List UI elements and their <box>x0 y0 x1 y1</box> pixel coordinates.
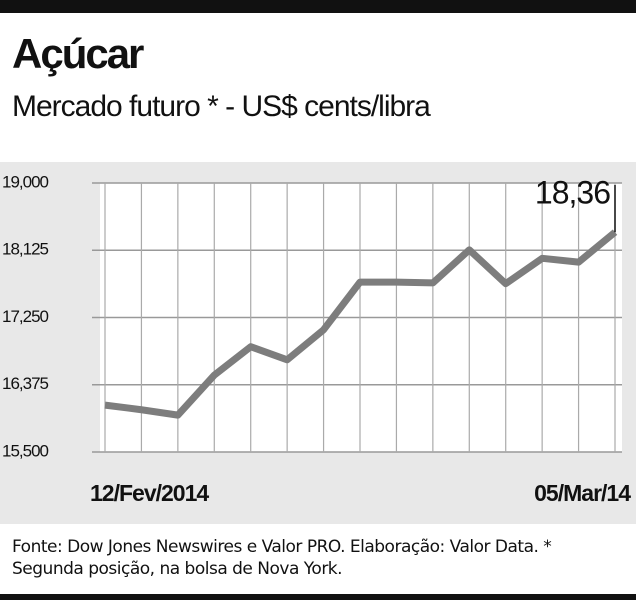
bottom-bar <box>0 594 636 600</box>
x-tick-label: 05/Mar/14 <box>534 480 631 506</box>
y-tick-label: 19,000 <box>2 172 49 191</box>
chart-subtitle: Mercado futuro * - US$ cents/libra <box>12 90 431 123</box>
value-label: 18,36 <box>535 174 610 210</box>
source-note: Fonte: Dow Jones Newswires e Valor PRO. … <box>12 537 552 579</box>
y-tick-label: 17,250 <box>2 307 49 326</box>
y-tick-label: 15,500 <box>2 441 49 460</box>
x-tick-label: 12/Fev/2014 <box>90 480 209 506</box>
data-line <box>104 229 618 419</box>
chart-title: Açúcar <box>12 30 144 77</box>
top-bar <box>0 0 636 13</box>
y-tick-label: 16,375 <box>2 374 49 393</box>
y-tick-label: 18,125 <box>2 240 49 259</box>
